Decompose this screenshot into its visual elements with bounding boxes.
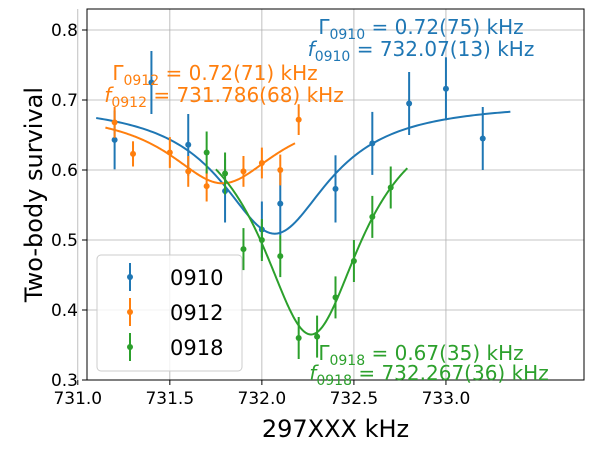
annotation-symbol: f bbox=[308, 37, 318, 61]
data-point-0918 bbox=[240, 246, 247, 253]
data-points bbox=[111, 51, 486, 359]
fit-curve-0918 bbox=[215, 167, 409, 336]
annotation-subscript: 0912 bbox=[123, 73, 159, 89]
annotation-value: = 731.786(68) kHz bbox=[147, 83, 344, 107]
annotation-value: = 732.07(13) kHz bbox=[350, 37, 534, 61]
data-point-0912 bbox=[203, 183, 210, 190]
annotation-value: = 732.267(36) kHz bbox=[352, 361, 549, 385]
plot-frame bbox=[86, 8, 585, 381]
fit-annotation: Γ0918 = 0.67(35) kHz bbox=[318, 341, 523, 369]
legend: 0910 0912 0918 bbox=[96, 254, 243, 372]
data-point-0910 bbox=[442, 85, 449, 92]
data-point-0910 bbox=[369, 140, 376, 147]
annotation-symbol: f bbox=[309, 361, 319, 385]
data-point-0910 bbox=[479, 135, 486, 142]
annotation-symbol: Γ bbox=[112, 61, 124, 85]
fit-annotation: Γ0910 = 0.72(75) kHz bbox=[318, 15, 523, 43]
data-point-0912 bbox=[277, 167, 284, 173]
annotation-subscript: 0918 bbox=[329, 353, 365, 369]
fit-curve-0910 bbox=[96, 110, 511, 235]
data-point-0912 bbox=[111, 119, 118, 126]
legend-label: 0918 bbox=[170, 336, 223, 360]
annotation-value: = 0.72(75) kHz bbox=[365, 15, 524, 39]
data-point-0918 bbox=[258, 237, 265, 243]
fit-annotation: Γ0912 = 0.72(71) kHz bbox=[112, 61, 317, 89]
y-tick-label: 0.5 bbox=[51, 231, 78, 251]
data-point-0910 bbox=[406, 100, 413, 107]
annotation-symbol: Γ bbox=[318, 15, 330, 39]
axis-ticks: 731.0 731.5 732.0 732.5 733.0 0.3 0.4 0.5 0.6 0.7… bbox=[51, 21, 470, 409]
annotation-subscript: 0910 bbox=[315, 49, 351, 65]
data-point-0912 bbox=[240, 168, 247, 175]
annotation-symbol: f bbox=[104, 83, 114, 107]
data-point-0918 bbox=[332, 294, 339, 301]
fit-annotation: f0912 = 731.786(68) kHz bbox=[104, 83, 343, 111]
legend-label: 0912 bbox=[170, 301, 223, 325]
y-tick-label: 0.4 bbox=[51, 301, 78, 321]
data-point-0918 bbox=[387, 184, 394, 191]
data-point-0910 bbox=[277, 200, 284, 207]
x-tick-label: 731.0 bbox=[53, 389, 102, 409]
data-point-0918 bbox=[350, 258, 357, 264]
annotation-symbol: Γ bbox=[318, 341, 330, 365]
annotation-value: = 0.72(71) kHz bbox=[159, 61, 318, 85]
y-tick-label: 0.7 bbox=[51, 91, 78, 111]
data-point-0910 bbox=[185, 141, 192, 148]
y-tick-label: 0.6 bbox=[51, 161, 78, 181]
annotation-subscript: 0912 bbox=[111, 95, 147, 111]
data-point-0910 bbox=[148, 79, 155, 86]
x-tick-label: 732.5 bbox=[330, 389, 379, 409]
x-axis-label: 297XXX kHz bbox=[262, 415, 409, 443]
data-point-0918 bbox=[369, 213, 376, 220]
data-point-0912 bbox=[295, 116, 302, 123]
data-point-0912 bbox=[185, 168, 192, 175]
data-point-0918 bbox=[277, 253, 284, 260]
legend-box bbox=[96, 254, 243, 372]
legend-marker bbox=[127, 309, 133, 315]
annotation-value: = 0.67(35) kHz bbox=[365, 341, 524, 365]
data-point-0918 bbox=[314, 333, 321, 340]
data-point-0912 bbox=[166, 149, 173, 156]
data-point-0910 bbox=[332, 185, 339, 192]
y-tick-label: 0.8 bbox=[51, 21, 78, 41]
legend-marker bbox=[127, 274, 133, 280]
fit-annotation: f0918 = 732.267(36) kHz bbox=[309, 361, 548, 389]
data-point-0910 bbox=[111, 136, 118, 143]
data-point-0918 bbox=[295, 335, 302, 341]
data-point-0918 bbox=[222, 170, 229, 177]
fit-annotation: f0910 = 732.07(13) kHz bbox=[308, 37, 535, 65]
y-axis-label: Two-body survival bbox=[20, 87, 48, 303]
x-tick-label: 732.0 bbox=[238, 389, 287, 409]
annotation-subscript: 0918 bbox=[316, 373, 352, 389]
data-point-0912 bbox=[130, 150, 137, 157]
legend-marker bbox=[127, 344, 133, 350]
data-point-0912 bbox=[258, 160, 265, 166]
y-tick-label: 0.3 bbox=[51, 371, 78, 391]
x-tick-label: 733.0 bbox=[422, 389, 471, 409]
data-point-0918 bbox=[203, 149, 210, 156]
legend-label: 0910 bbox=[170, 266, 223, 290]
annotation-subscript: 0910 bbox=[329, 27, 365, 43]
x-tick-label: 731.5 bbox=[145, 389, 194, 409]
